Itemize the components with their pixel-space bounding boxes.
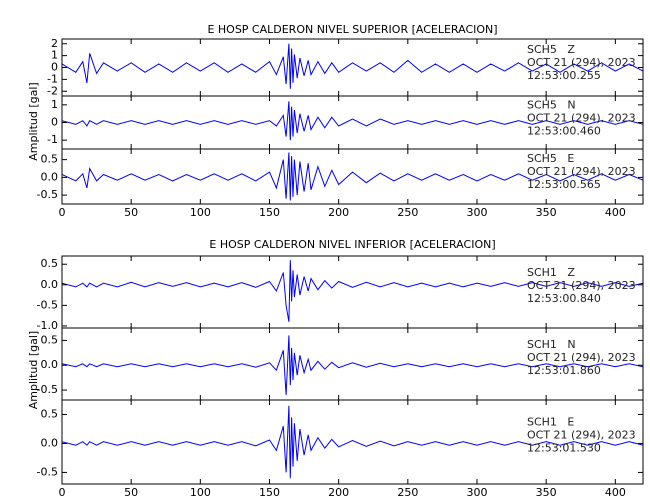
x-tick-label: 300 <box>467 486 488 499</box>
y-tick-label: -0.5 <box>37 298 58 311</box>
y-tick-label: -2 <box>47 84 58 97</box>
y-tick-label: -1 <box>47 72 58 85</box>
x-tick-label: 250 <box>397 486 418 499</box>
time-label: 12:53:00.840 <box>527 292 601 305</box>
date-label: OCT 21 (294), 2023 <box>527 56 636 69</box>
x-tick-label: 0 <box>59 206 66 219</box>
x-tick-label: 400 <box>605 486 626 499</box>
y-tick-label: 0 <box>51 116 58 129</box>
x-tick-label: 200 <box>328 206 349 219</box>
panel-frame <box>61 148 644 205</box>
y-tick-label: -1 <box>47 133 58 146</box>
x-tick-label: 200 <box>328 486 349 499</box>
x-tick-label: 100 <box>190 206 211 219</box>
waveform <box>62 335 643 396</box>
x-tick-label: 400 <box>605 206 626 219</box>
y-tick-label: 1 <box>51 98 58 111</box>
x-tick-label: 150 <box>259 486 280 499</box>
y-tick-label: -1.0 <box>37 319 58 332</box>
date-label: OCT 21 (294), 2023 <box>527 165 636 178</box>
x-tick-label: 50 <box>124 486 138 499</box>
y-tick-label: 0.0 <box>41 278 59 291</box>
date-label: OCT 21 (294), 2023 <box>527 111 636 124</box>
x-tick-label: 350 <box>536 206 557 219</box>
station-label: SCH1 Z <box>527 266 575 279</box>
y-tick-label: 2 <box>51 37 58 50</box>
y-tick-label: -0.5 <box>37 188 58 201</box>
waveform <box>62 405 643 479</box>
waveform <box>62 260 643 322</box>
y-tick-label: 0.5 <box>41 153 59 166</box>
y-axis-label: Amplitud [gal] <box>27 331 40 409</box>
time-label: 12:53:00.255 <box>527 69 601 82</box>
time-label: 12:53:00.565 <box>527 178 601 191</box>
panel-frame <box>61 399 644 485</box>
date-label: OCT 21 (294), 2023 <box>527 351 636 364</box>
station-label: SCH5 N <box>527 98 576 111</box>
date-label: OCT 21 (294), 2023 <box>527 428 636 441</box>
date-label: OCT 21 (294), 2023 <box>527 279 636 292</box>
waveform <box>62 101 643 141</box>
x-tick-label: 0 <box>59 486 66 499</box>
y-tick-label: 0.5 <box>41 333 59 346</box>
waveform <box>62 43 643 89</box>
x-tick-label: 300 <box>467 206 488 219</box>
y-tick-label: 0.5 <box>41 407 59 420</box>
chart-title: E HOSP CALDERON NIVEL INFERIOR [ACELERAC… <box>209 238 495 251</box>
time-label: 12:53:01.530 <box>527 441 601 454</box>
time-label: 12:53:00.460 <box>527 124 601 137</box>
waveform <box>62 152 643 201</box>
y-tick-label: 0.0 <box>41 436 59 449</box>
y-tick-label: 0.0 <box>41 358 59 371</box>
y-tick-label: -0.5 <box>37 465 58 478</box>
time-label: 12:53:01.860 <box>527 364 601 377</box>
chart-title: E HOSP CALDERON NIVEL SUPERIOR [ACELERAC… <box>207 23 497 36</box>
station-label: SCH1 N <box>527 338 576 351</box>
y-tick-label: -0.5 <box>37 383 58 396</box>
station-label: SCH1 E <box>527 415 574 428</box>
y-axis-label: Amplitud [gal] <box>27 82 40 160</box>
y-tick-label: 0.0 <box>41 170 59 183</box>
station-label: SCH5 Z <box>527 43 575 56</box>
y-tick-label: 0.5 <box>41 257 59 270</box>
x-tick-label: 100 <box>190 486 211 499</box>
x-tick-label: 250 <box>397 206 418 219</box>
station-label: SCH5 E <box>527 152 574 165</box>
y-tick-label: 0 <box>51 61 58 74</box>
x-tick-label: 50 <box>124 206 138 219</box>
x-tick-label: 150 <box>259 206 280 219</box>
x-tick-label: 350 <box>536 486 557 499</box>
y-tick-label: 1 <box>51 49 58 62</box>
